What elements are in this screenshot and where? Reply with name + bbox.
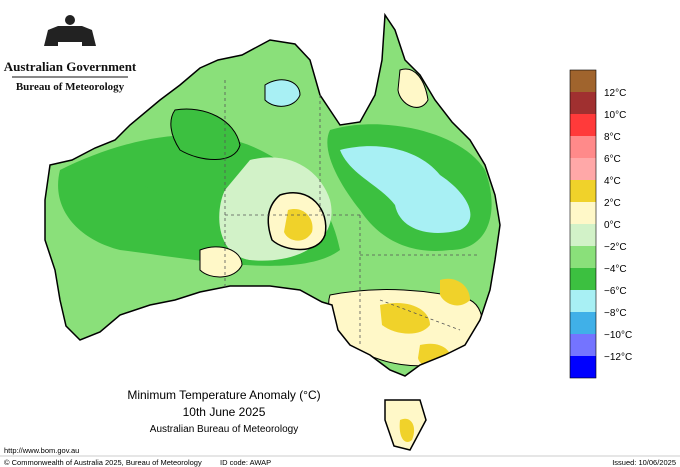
legend-swatch [570,158,596,180]
anomaly-area [399,418,415,442]
legend-label: −12°C [604,352,632,363]
anomaly-area [264,79,301,107]
legend-label: 10°C [604,110,626,121]
legend-frame [569,69,597,379]
legend-swatch [570,290,596,312]
government-name: Australian Government [4,59,137,74]
legend-label: 4°C [604,176,621,187]
anomaly-area [440,278,470,306]
legend-swatch [570,114,596,136]
anomaly-area [380,302,430,334]
legend: 12°C 10°C 8°C 6°C 4°C 2°C 0°C −2°C −4°C −6°C −8°C −… [569,69,632,379]
anomaly-area [284,209,313,241]
anomaly-area [115,183,165,226]
legend-label: −10°C [604,330,632,341]
legend-label: −4°C [604,264,627,275]
legend-swatch [570,224,596,246]
footer-issued: Issued: 10/06/2025 [612,458,676,467]
footer-copyright: © Commonwealth of Australia 2025, Bureau… [4,458,202,467]
state-borders [224,80,480,345]
map-date: 10th June 2025 [183,405,266,419]
legend-swatch [570,136,596,158]
legend-swatch [570,334,596,356]
anomaly-area [199,246,243,278]
map-source: Australian Bureau of Meteorology [150,424,298,435]
legend-swatch [570,268,596,290]
anomaly-area [397,68,429,108]
legend-label: 0°C [604,220,621,231]
legend-label: 2°C [604,198,621,209]
crest [44,15,96,46]
legend-swatch [570,70,596,92]
anomaly-area [170,108,241,160]
legend-swatch [570,92,596,114]
footer-id: ID code: AWAP [220,458,271,467]
legend-label: −6°C [604,286,627,297]
legend-swatch [570,312,596,334]
legend-label: −2°C [604,242,627,253]
footer-url: http://www.bom.gov.au [4,446,79,455]
map-title: Minimum Temperature Anomaly (°C) [127,388,320,402]
legend-label: 12°C [604,88,626,99]
legend-label: 8°C [604,132,621,143]
agency-name: Bureau of Meteorology [16,81,125,93]
legend-swatch [570,356,596,378]
legend-swatch [570,246,596,268]
anomaly-area [340,146,471,233]
legend-swatch [570,202,596,224]
legend-label: 6°C [604,154,621,165]
legend-swatch [570,180,596,202]
legend-label: −8°C [604,308,627,319]
